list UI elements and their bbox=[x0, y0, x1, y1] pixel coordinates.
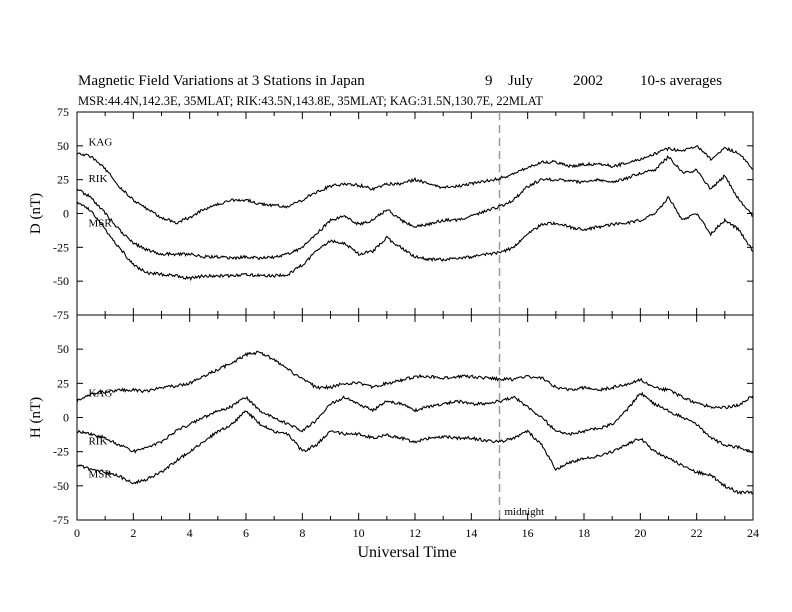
plot-frame-h bbox=[76, 314, 754, 521]
series-line-kag bbox=[76, 145, 754, 225]
d-panel: -75 -50 -25 0 25 50 75 D (nT) KAG RIK MSR bbox=[28, 105, 754, 322]
y-tick-label: -75 bbox=[53, 513, 69, 527]
y-tick-label: 25 bbox=[57, 173, 69, 187]
x-axis-label: Universal Time bbox=[357, 544, 456, 561]
date-day: 9 bbox=[485, 73, 493, 89]
y-tick-label: -25 bbox=[53, 240, 69, 254]
series-line-rik bbox=[76, 391, 754, 454]
x-tick-label: 14 bbox=[465, 526, 477, 540]
y-tick-label: -25 bbox=[53, 445, 69, 459]
series-line-rik bbox=[76, 155, 753, 261]
series-line-msr bbox=[76, 196, 754, 282]
y-tick-label: 75 bbox=[57, 105, 69, 119]
y-tick-label: 50 bbox=[57, 342, 69, 356]
series-line-msr bbox=[76, 410, 754, 496]
stations-subtitle: MSR:44.4N,142.3E, 35MLAT; RIK:43.5N,143.… bbox=[78, 94, 543, 108]
x-tick-label: 24 bbox=[747, 526, 759, 540]
x-tick-label: 16 bbox=[522, 526, 534, 540]
y-tick-label: -50 bbox=[53, 479, 69, 493]
series-label-rik: RIK bbox=[88, 173, 107, 185]
series-label-kag: KAG bbox=[88, 137, 112, 149]
y-tick-label: 0 bbox=[63, 207, 69, 221]
x-tick-label: 4 bbox=[187, 526, 193, 540]
y-tick-label: 25 bbox=[57, 376, 69, 390]
y-tick-label: 0 bbox=[63, 411, 69, 425]
x-tick-label: 20 bbox=[634, 526, 646, 540]
x-tick-label: 10 bbox=[353, 526, 365, 540]
plot-frame-d bbox=[76, 111, 754, 316]
x-tick-label: 0 bbox=[74, 526, 80, 540]
y-tick-label: 50 bbox=[57, 139, 69, 153]
x-tick-label: 18 bbox=[578, 526, 590, 540]
y-tick-label: -50 bbox=[53, 274, 69, 288]
series-label-kag: KAG bbox=[88, 388, 112, 400]
averaging-label: 10-s averages bbox=[640, 73, 723, 89]
x-tick-label: 2 bbox=[130, 526, 136, 540]
y-axis-label: D (nT) bbox=[28, 193, 44, 234]
series-label-rik: RIK bbox=[88, 436, 107, 448]
x-tick-label: 12 bbox=[409, 526, 421, 540]
date-month: July bbox=[508, 73, 534, 89]
series-line-kag bbox=[76, 350, 754, 410]
midnight-label: midnight bbox=[505, 506, 545, 518]
x-tick-label: 6 bbox=[243, 526, 249, 540]
x-tick-label: 8 bbox=[299, 526, 305, 540]
y-tick-label: -75 bbox=[53, 308, 69, 322]
y-axis-label: H (nT) bbox=[28, 397, 44, 438]
chart-title: Magnetic Field Variations at 3 Stations … bbox=[78, 73, 365, 89]
series-label-msr: MSR bbox=[88, 468, 112, 480]
series-label-msr: MSR bbox=[88, 218, 112, 230]
x-tick-label: 22 bbox=[691, 526, 703, 540]
date-year: 2002 bbox=[573, 73, 603, 89]
